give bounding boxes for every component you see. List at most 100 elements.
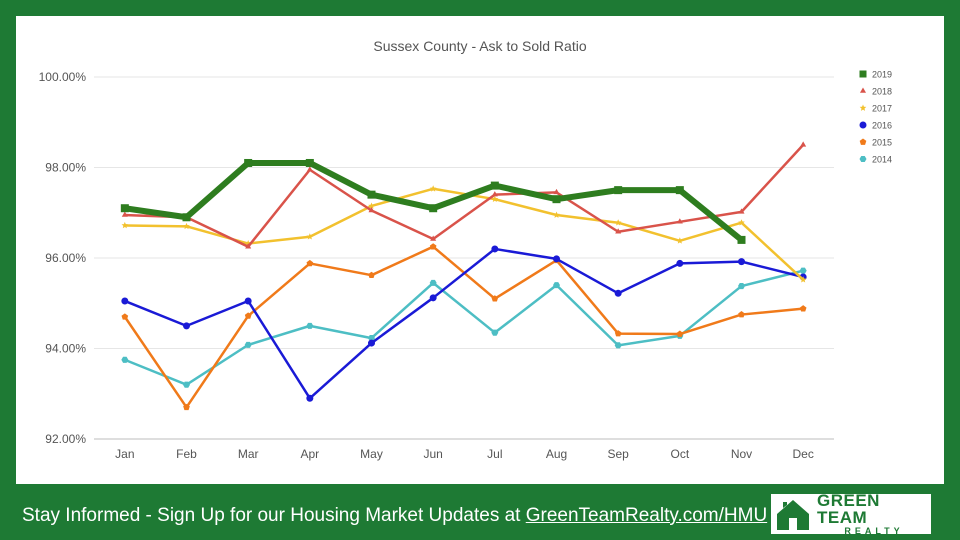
footer-banner: Stay Informed - Sign Up for our Housing … bbox=[22, 505, 767, 527]
x-tick-label: Sep bbox=[607, 447, 629, 461]
data-point bbox=[368, 202, 375, 209]
series-lines bbox=[120, 141, 807, 411]
series-line bbox=[123, 245, 804, 409]
data-point bbox=[429, 279, 437, 286]
data-point bbox=[244, 312, 252, 319]
x-tick-label: Oct bbox=[670, 447, 689, 461]
series-line bbox=[124, 187, 805, 281]
legend-label: 2014 bbox=[872, 155, 892, 165]
data-point bbox=[614, 330, 622, 337]
y-tick-label: 100.00% bbox=[39, 70, 87, 84]
legend-marker bbox=[859, 70, 867, 78]
legend-label: 2016 bbox=[872, 121, 892, 131]
x-tick-label: Jun bbox=[423, 447, 442, 461]
data-point bbox=[615, 228, 622, 234]
data-point bbox=[182, 213, 191, 222]
data-point bbox=[553, 255, 560, 263]
data-point bbox=[306, 166, 313, 172]
data-point bbox=[675, 186, 684, 195]
series-line bbox=[124, 269, 804, 386]
footer-message: Stay Informed - Sign Up for our Housing … bbox=[22, 505, 526, 526]
x-axis-ticks: Jan Feb Mar Apr May Jun Jul Aug Sep Oct Nov Dec bbox=[115, 447, 814, 461]
data-point bbox=[121, 211, 128, 217]
legend-marker bbox=[859, 138, 867, 145]
legend-marker bbox=[859, 104, 867, 111]
data-point bbox=[367, 190, 376, 199]
line-chart: Sussex County - Ask to Sold Ratio 92.00%… bbox=[39, 38, 892, 461]
data-point bbox=[368, 206, 375, 213]
data-point bbox=[614, 342, 622, 349]
x-tick-label: Nov bbox=[731, 447, 752, 461]
series-2016 bbox=[121, 245, 807, 402]
data-point bbox=[738, 208, 745, 214]
logo-title: GREEN TEAM bbox=[817, 490, 880, 527]
legend-item: 2018 bbox=[859, 87, 892, 97]
data-point bbox=[553, 282, 560, 289]
data-point bbox=[430, 235, 437, 241]
legend-item: 2015 bbox=[859, 138, 892, 148]
legend: 2019 2018 2017 2016 2015 2014 bbox=[859, 70, 892, 165]
data-point bbox=[121, 297, 129, 305]
data-point bbox=[368, 339, 375, 347]
series-2015 bbox=[121, 243, 807, 411]
data-point bbox=[244, 297, 252, 305]
gridlines bbox=[94, 76, 834, 440]
legend-label: 2018 bbox=[872, 87, 892, 97]
chart-title: Sussex County - Ask to Sold Ratio bbox=[373, 38, 586, 54]
x-tick-label: Aug bbox=[546, 447, 567, 461]
data-point bbox=[490, 181, 499, 190]
legend-item: 2014 bbox=[859, 155, 892, 165]
x-tick-label: Jul bbox=[487, 447, 502, 461]
data-point bbox=[676, 330, 684, 337]
series-2019 bbox=[120, 158, 746, 244]
data-point bbox=[306, 394, 314, 402]
data-point bbox=[799, 305, 807, 312]
data-point bbox=[183, 322, 190, 330]
legend-marker bbox=[859, 121, 867, 129]
data-point bbox=[183, 403, 190, 411]
series-line bbox=[124, 159, 744, 243]
chart-panel: Sussex County - Ask to Sold Ratio 92.00%… bbox=[16, 16, 944, 484]
series-line bbox=[124, 144, 805, 248]
data-point bbox=[244, 158, 253, 167]
data-point bbox=[183, 381, 190, 388]
data-point bbox=[614, 186, 623, 195]
data-point bbox=[306, 322, 314, 329]
data-point bbox=[676, 259, 684, 267]
data-point bbox=[737, 235, 746, 244]
data-point bbox=[306, 259, 314, 267]
data-point bbox=[368, 271, 375, 279]
data-point bbox=[244, 341, 252, 348]
logo-subtitle: REALTY bbox=[844, 525, 904, 536]
data-point bbox=[491, 329, 499, 336]
data-point bbox=[800, 141, 807, 147]
y-tick-label: 98.00% bbox=[45, 161, 86, 175]
data-point bbox=[553, 188, 560, 195]
data-point bbox=[245, 243, 252, 249]
series-2018 bbox=[121, 141, 807, 249]
data-point bbox=[305, 158, 314, 167]
x-tick-label: Mar bbox=[238, 447, 259, 461]
legend-item: 2016 bbox=[859, 121, 892, 131]
y-tick-label: 96.00% bbox=[45, 251, 86, 265]
data-point bbox=[429, 294, 437, 302]
data-point bbox=[552, 195, 561, 204]
series-2014 bbox=[121, 267, 807, 388]
signup-link[interactable]: GreenTeamRealty.com/HMU bbox=[525, 505, 768, 526]
legend-label: 2015 bbox=[872, 138, 892, 148]
data-point bbox=[121, 313, 129, 320]
data-point bbox=[738, 219, 745, 226]
data-point bbox=[553, 211, 560, 218]
data-point bbox=[429, 185, 437, 192]
x-tick-label: Apr bbox=[300, 447, 319, 461]
data-point bbox=[183, 222, 190, 230]
legend-item: 2017 bbox=[859, 104, 892, 114]
x-tick-label: May bbox=[360, 447, 383, 461]
legend-marker bbox=[859, 155, 867, 163]
data-point bbox=[120, 204, 129, 213]
data-point bbox=[491, 195, 499, 203]
x-tick-label: Dec bbox=[792, 447, 813, 461]
data-point bbox=[614, 219, 622, 226]
data-point bbox=[368, 335, 375, 342]
y-tick-label: 92.00% bbox=[45, 432, 86, 446]
